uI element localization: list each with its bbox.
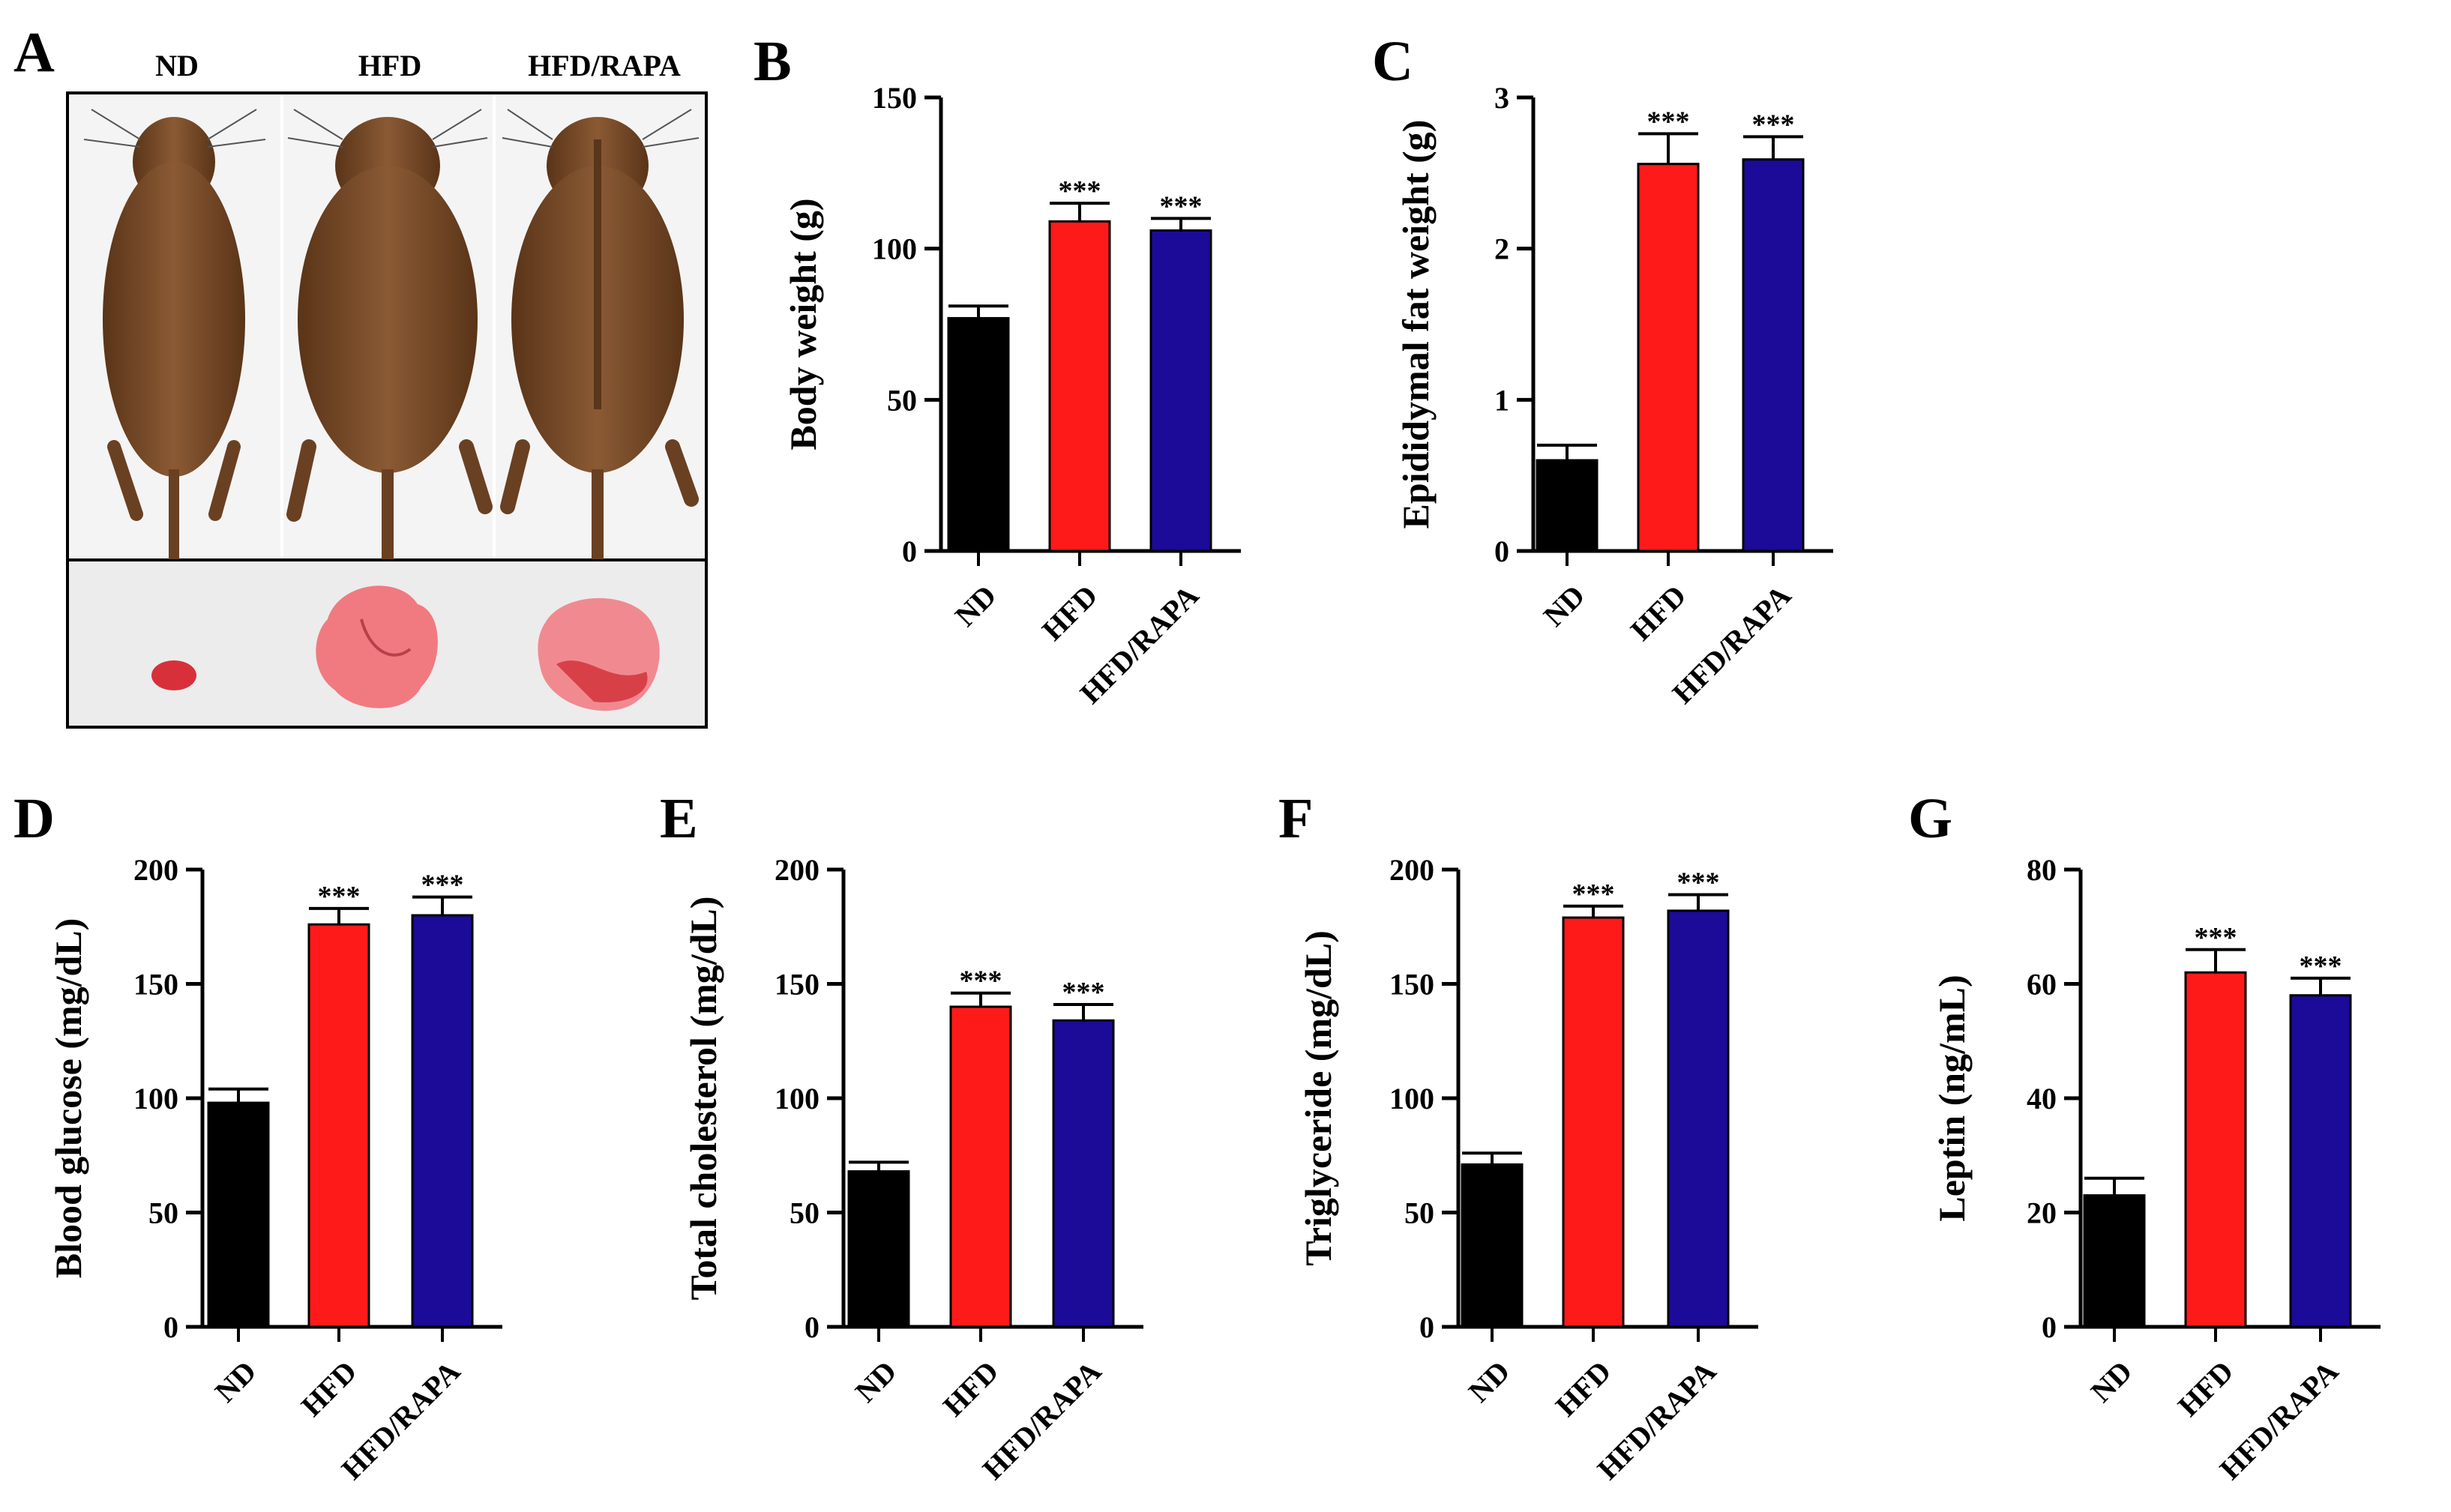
y-tick-label: 0 (1494, 534, 1509, 568)
panel-letter-a: A (13, 21, 55, 84)
y-tick-label: 0 (805, 1310, 819, 1344)
x-tick-label: ND (2084, 1355, 2139, 1409)
x-tick-label: ND (1537, 579, 1592, 633)
bar-hfd-rapa (1149, 229, 1212, 552)
y-tick-label: 2 (1494, 232, 1509, 266)
y-tick-label: 50 (1404, 1196, 1434, 1230)
bar-nd (847, 1170, 910, 1328)
bar-hfd (307, 923, 370, 1328)
bar-hfd-rapa (2289, 994, 2352, 1328)
y-tick-label: 0 (163, 1310, 178, 1344)
mouse-photo-panel (66, 91, 708, 729)
y-tick-label: 50 (148, 1196, 178, 1230)
panel-letter-c: C (1372, 30, 1413, 93)
mouse-photo-illustration (69, 94, 705, 726)
bar-hfd (1562, 916, 1625, 1328)
x-tick-label: HFD (295, 1355, 364, 1424)
y-tick-label: 150 (1389, 968, 1434, 1002)
y-tick-label: 20 (2027, 1196, 2057, 1230)
y-axis-label: Total cholesterol (mg/dL) (682, 897, 724, 1301)
bar-nd (1536, 459, 1599, 552)
y-tick-label: 200 (775, 853, 819, 887)
y-tick-label: 200 (1389, 853, 1434, 887)
photo-label-hfd-rapa: HFD/RAPA (528, 49, 681, 82)
y-tick-label: 0 (902, 534, 917, 568)
bar-hfd-rapa (1667, 909, 1730, 1328)
y-tick-label: 80 (2027, 853, 2057, 887)
y-tick-label: 200 (133, 853, 178, 887)
y-tick-label: 0 (1419, 1310, 1434, 1344)
significance-marker: *** (1647, 106, 1690, 137)
x-tick-label: HFD/RAPA (1666, 578, 1798, 710)
significance-marker: *** (318, 881, 361, 912)
x-tick-label: HFD (936, 1355, 1005, 1424)
y-tick-label: 150 (775, 968, 819, 1002)
significance-marker: *** (1059, 175, 1101, 207)
y-axis-label: Epididymal fat weight (g) (1395, 120, 1437, 529)
y-tick-label: 150 (133, 968, 178, 1002)
y-tick-label: 50 (887, 383, 917, 417)
significance-marker: *** (1752, 109, 1795, 140)
x-tick-label: ND (1462, 1355, 1517, 1409)
y-tick-label: 0 (2042, 1310, 2057, 1344)
y-tick-label: 100 (775, 1082, 819, 1115)
x-tick-label: HFD/RAPA (976, 1354, 1108, 1486)
x-tick-label: HFD/RAPA (335, 1354, 467, 1486)
bar-hfd-rapa (411, 914, 474, 1328)
y-axis-label: Triglyceride (mg/dL) (1297, 930, 1339, 1266)
bar-hfd (2184, 971, 2247, 1328)
x-tick-label: HFD (1549, 1355, 1618, 1424)
bar-nd (947, 316, 1010, 552)
y-tick-label: 100 (1389, 1082, 1434, 1115)
photo-label-hfd: HFD (358, 49, 422, 82)
x-tick-label: HFD (1035, 579, 1104, 648)
x-tick-label: HFD/RAPA (1074, 578, 1206, 710)
y-axis-label: Blood glucose (mg/dL) (47, 918, 89, 1279)
bar-hfd (1048, 220, 1111, 552)
x-tick-label: HFD (1624, 579, 1693, 648)
x-tick-label: HFD (2171, 1355, 2240, 1424)
panel-letter-e: E (660, 787, 698, 850)
y-tick-label: 60 (2027, 968, 2057, 1002)
bar-nd (2083, 1194, 2146, 1328)
y-tick-label: 100 (872, 232, 917, 266)
y-axis-label: Body weight (g) (782, 198, 824, 450)
significance-marker: *** (1677, 867, 1720, 899)
mouse-photo-hfd (286, 109, 493, 559)
y-tick-label: 100 (133, 1082, 178, 1115)
bar-hfd-rapa (1742, 158, 1805, 552)
x-tick-label: ND (849, 1355, 903, 1409)
x-tick-label: ND (948, 579, 1003, 633)
y-tick-label: 50 (790, 1196, 819, 1230)
x-tick-label: HFD/RAPA (2213, 1354, 2345, 1486)
bar-hfd-rapa (1052, 1019, 1115, 1328)
bar-hfd (949, 1005, 1012, 1328)
significance-marker: *** (421, 870, 464, 901)
panel-letter-b: B (754, 30, 792, 93)
y-tick-label: 3 (1494, 81, 1509, 115)
bar-nd (1461, 1163, 1524, 1328)
mouse-photo-hfd-rapa (500, 109, 700, 559)
panel-letter-g: G (1908, 787, 1952, 850)
y-tick-label: 150 (872, 81, 917, 115)
significance-marker: *** (1572, 879, 1615, 910)
mouse-photo-nd (83, 109, 266, 559)
photo-label-nd: ND (155, 49, 199, 82)
panel-letter-d: D (13, 787, 55, 850)
significance-marker: *** (960, 966, 1002, 997)
panel-letter-f: F (1278, 787, 1313, 850)
significance-marker: *** (2300, 951, 2342, 982)
significance-marker: *** (1062, 977, 1105, 1008)
fat-tissue-photo (151, 585, 660, 711)
x-tick-label: ND (208, 1355, 263, 1409)
y-axis-label: Leptin (ng/mL) (1931, 975, 1973, 1221)
bar-hfd (1637, 163, 1700, 552)
significance-marker: *** (2195, 922, 2237, 954)
bar-nd (207, 1101, 270, 1328)
y-tick-label: 40 (2027, 1082, 2057, 1115)
x-tick-label: HFD/RAPA (1591, 1354, 1723, 1486)
significance-marker: *** (1160, 190, 1203, 222)
y-tick-label: 1 (1494, 383, 1509, 417)
